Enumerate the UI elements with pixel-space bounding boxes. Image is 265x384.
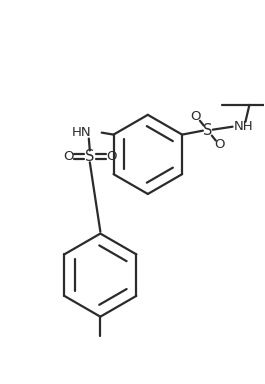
Text: O: O [63, 150, 73, 163]
Text: S: S [203, 123, 213, 138]
Text: S: S [85, 149, 95, 164]
Text: O: O [191, 110, 201, 123]
Text: HN: HN [72, 126, 92, 139]
Text: O: O [214, 138, 225, 151]
Text: NH: NH [233, 120, 253, 133]
Text: O: O [106, 150, 117, 163]
